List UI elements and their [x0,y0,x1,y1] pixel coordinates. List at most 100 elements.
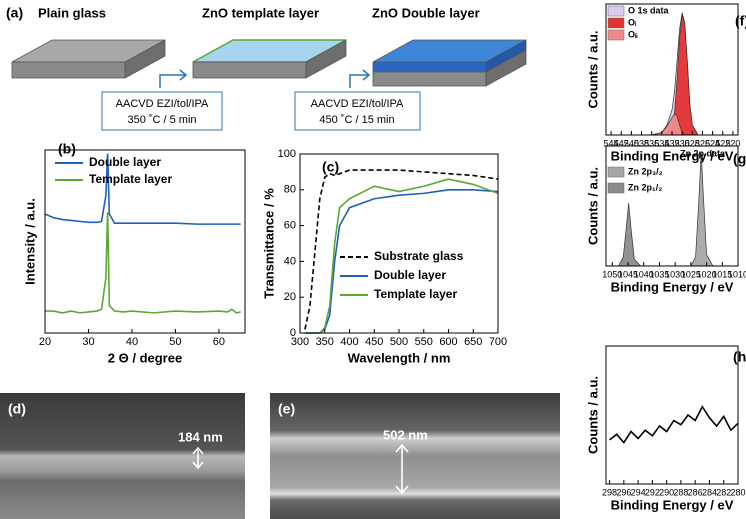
x-tick-label: 700 [489,336,507,348]
x-tick-label: 30 [82,336,94,348]
y-tick-label: 60 [284,220,296,232]
legend-label: Oᵢ [628,17,637,27]
panel-label: (g) [733,151,746,167]
x-tick-label: 1030 [665,269,685,279]
x-tick-label: 550 [415,336,433,348]
legend-label: Double layer [89,155,161,169]
chart: O 1s dataOᵢOᵢᵢ54454254053853653453253052… [585,3,746,163]
x-tick-label: 544 [604,138,619,148]
x-tick-label: 40 [126,336,138,348]
x-tick-label: 400 [340,336,358,348]
slab [192,39,347,79]
legend-label: Zn 2p₁/₂ [628,182,662,192]
legend-label: O 1s data [628,5,670,15]
x-tick-label: 1040 [634,269,654,279]
y-axis-label: Intensity / a.u. [22,198,37,285]
x-tick-label: 522 [715,138,730,148]
x-tick-label: 284 [702,487,717,497]
line [45,212,241,314]
legend-swatch [607,17,625,29]
x-tick-label: 532 [664,138,679,148]
legend-label: Double layer [374,268,446,282]
y-tick-label: 0 [290,327,296,339]
x-tick-label: 20 [39,336,51,348]
step-label: ZnO template layer [202,5,319,20]
condition-text: 350 ˚C / 5 min [127,114,196,126]
x-tick-label: 1020 [697,269,717,279]
x-tick-label: 296 [616,487,631,497]
y-axis-label: Counts / a.u. [585,31,600,109]
x-tick-label: 286 [688,487,703,497]
condition-box [101,91,223,131]
x-tick-label: 288 [673,487,688,497]
condition-text: AACVD EZI/tol/IPA [311,98,404,110]
x-tick-label: 1010 [728,269,746,279]
legend-label: Template layer [89,172,172,186]
x-axis-label: Binding Energy / eV [611,279,734,294]
y-axis-label: Counts / a.u. [585,376,600,454]
panel-label: (a) [6,5,23,21]
condition-text: AACVD EZI/tol/IPA [116,98,209,110]
condition-text: 450 ˚C / 15 min [319,114,394,126]
x-tick-label: 650 [464,336,482,348]
condition-box [294,91,421,131]
x-tick-label: 538 [634,138,649,148]
line [304,169,499,330]
x-tick-label: 292 [645,487,660,497]
x-tick-label: 1015 [712,269,732,279]
x-tick-label: 450 [365,336,383,348]
x-tick-label: 1050 [602,269,622,279]
x-tick-label: 530 [675,138,690,148]
legend-label: Zn 2p₃/₂ [628,166,663,176]
x-tick-label: 282 [716,487,731,497]
legend-label: Oᵢᵢ [628,29,638,39]
x-tick-label: 534 [654,138,669,148]
x-tick-label: 520 [725,138,740,148]
y-tick-label: 100 [278,148,296,160]
panel-label: (c) [322,159,339,175]
step-label: ZnO Double layer [372,5,480,20]
arrow [159,69,371,88]
panel-label: (e) [278,401,295,417]
x-tick-label: 536 [644,138,659,148]
step-label: Plain glass [38,5,106,20]
legend-title: Zn 2p data [680,148,726,158]
panel-label: (f) [735,13,746,29]
x-tick-label: 1025 [681,269,701,279]
legend-swatch [607,29,625,41]
thickness-label: 502 nm [383,427,428,442]
x-axis-label: Wavelength / nm [348,350,451,365]
legend-swatch [607,166,625,178]
x-tick-label: 542 [614,138,629,148]
slab [11,39,166,79]
y-axis-label: Counts / a.u. [585,167,600,245]
x-axis-label: 2 Θ / degree [108,350,182,365]
x-tick-label: 524 [705,138,720,148]
y-axis-label: Transmittance / % [261,188,276,299]
x-tick-label: 500 [390,336,408,348]
x-tick-label: 1035 [649,269,669,279]
thickness-label: 184 nm [178,429,223,444]
chart: Zn 2p₃/₂Zn 2p₁/₂Zn 2p data10501045104010… [585,145,746,294]
x-tick-label: 290 [659,487,674,497]
line [44,153,241,225]
legend-swatch [607,182,625,194]
plot-frame [605,145,739,267]
y-tick-label: 20 [284,291,296,303]
slab [372,39,527,87]
x-tick-label: 600 [439,336,457,348]
line [609,405,739,444]
panel-label: (b) [58,141,76,157]
schematic: (a) Plain glass ZnO template layer ZnO D… [6,5,527,131]
sem-image: (d) 184 nm [0,393,245,519]
y-tick-label: 40 [284,255,296,267]
x-tick-label: 280 [730,487,745,497]
x-tick-label: 350 [316,336,334,348]
x-tick-label: 1045 [618,269,638,279]
panel-label: (h) [733,349,746,365]
x-tick-label: 298 [602,487,617,497]
y-tick-label: 80 [284,184,296,196]
x-tick-label: 540 [624,138,639,148]
x-tick-label: 528 [685,138,700,148]
